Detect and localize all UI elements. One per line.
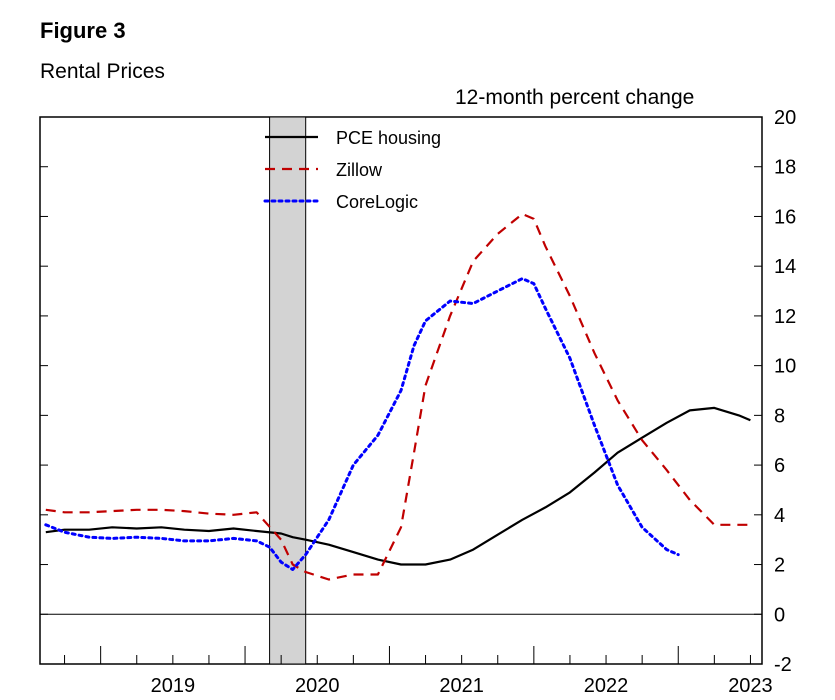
recession-shading-layer <box>269 116 307 665</box>
axes: -2 0 2 4 6 8 10 12 14 16 18 20 2019 2020 2021 2022 2023 <box>40 107 796 697</box>
legend-label: PCE housing <box>336 128 441 148</box>
y-tick-label: 10 <box>774 356 796 378</box>
y-tick-label: 20 <box>774 107 796 129</box>
y-tick-label: 14 <box>774 256 796 278</box>
y-tick-label: 0 <box>774 604 785 626</box>
y-tick-label: 8 <box>774 405 785 427</box>
x-tick-label: 2019 <box>151 675 196 697</box>
x-tick-label: 2020 <box>295 675 340 697</box>
chart-title: Rental Prices <box>40 60 165 83</box>
y-tick-label: 12 <box>774 306 796 328</box>
x-tick-label: 2021 <box>439 675 484 697</box>
series-line-zillow <box>45 212 751 581</box>
series-line-pce-housing <box>45 406 751 566</box>
series-line-corelogic <box>44 277 680 571</box>
figure-label: Figure 3 <box>40 18 126 43</box>
y-tick-label: 4 <box>774 505 785 527</box>
recession-shading <box>269 116 307 665</box>
y-tick-label: 6 <box>774 455 785 477</box>
y-tick-label: -2 <box>774 654 792 676</box>
x-tick-label: 2023 <box>728 675 773 697</box>
y-axis-unit-label: 12-month percent change <box>455 86 695 109</box>
legend: PCE housing Zillow CoreLogic <box>263 128 441 212</box>
x-tick-label: 2022 <box>584 675 629 697</box>
legend-label: CoreLogic <box>336 192 418 212</box>
series-layer <box>44 212 751 581</box>
y-tick-label: 18 <box>774 157 796 179</box>
legend-label: Zillow <box>336 160 383 180</box>
y-tick-label: 16 <box>774 206 796 228</box>
y-tick-label: 2 <box>774 555 785 577</box>
plot-area <box>39 116 763 665</box>
